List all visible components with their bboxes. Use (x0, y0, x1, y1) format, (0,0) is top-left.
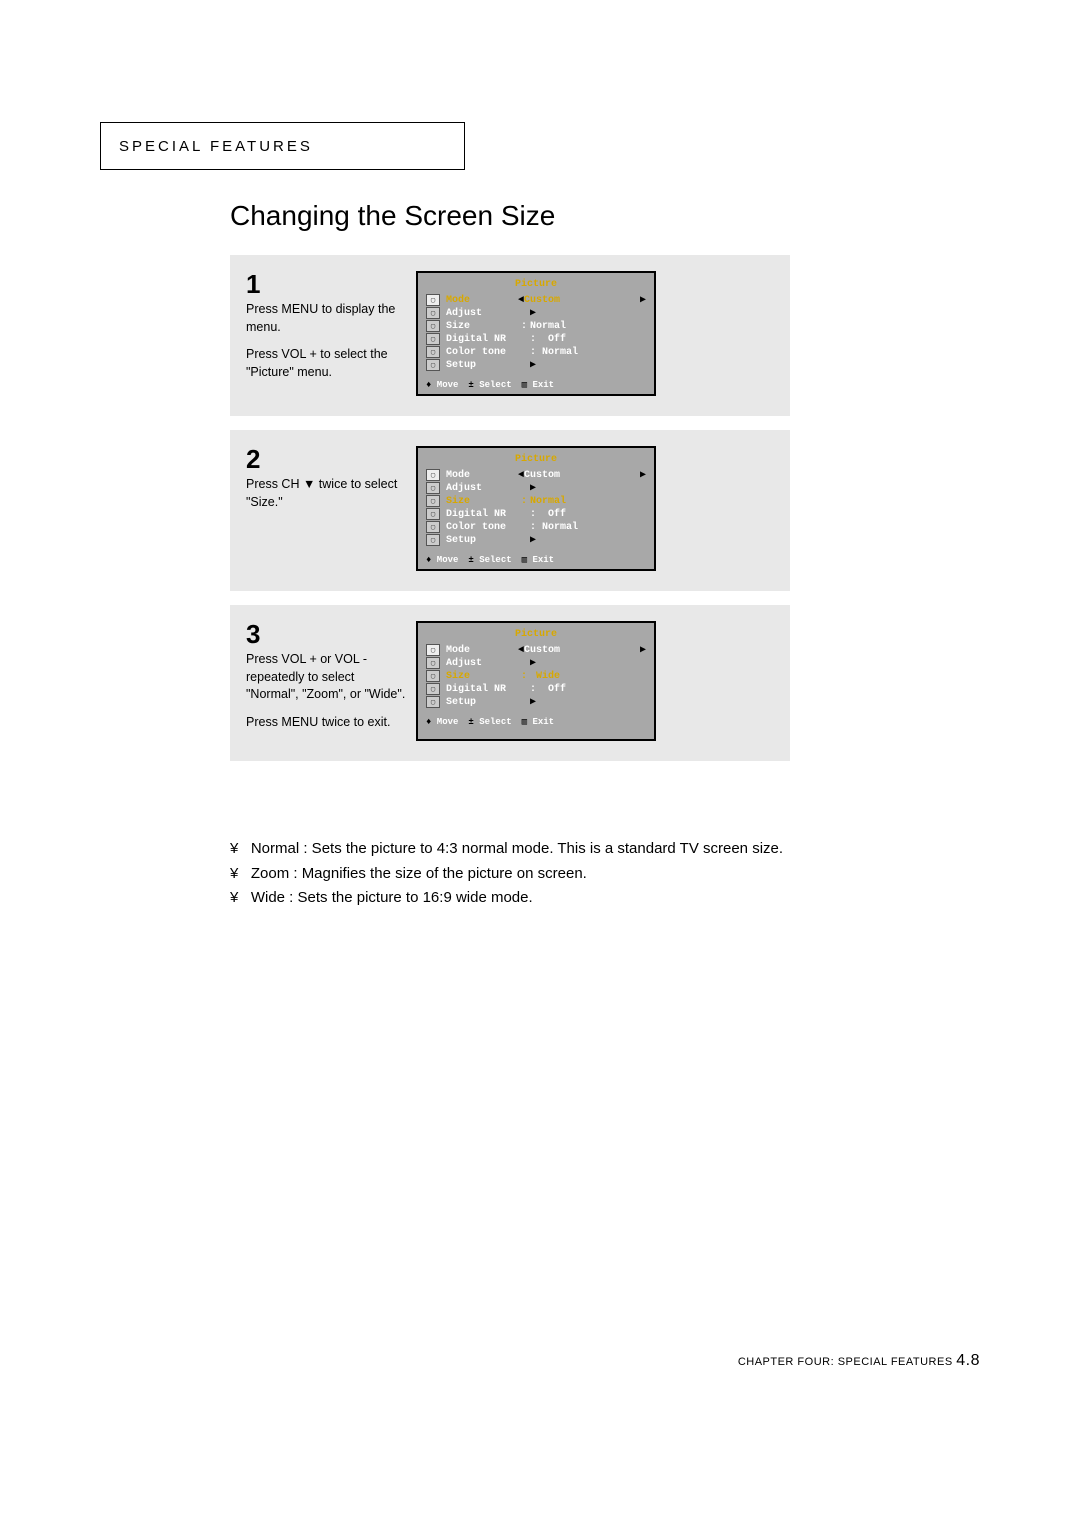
osd-row: Adjust▶ (446, 307, 646, 320)
osd-panel: Picture ▢▢▢▢▢▢ Mode◄ Custom ▶Adjust▶Size… (416, 446, 656, 571)
osd-rows: Mode◄ Custom ▶Adjust▶Size: WideDigital N… (446, 644, 646, 709)
osd-row: Mode◄ Custom ▶ (446, 644, 646, 657)
note-line: ¥ Normal : Sets the picture to 4:3 norma… (230, 838, 783, 861)
osd-category-icon: ▢ (426, 469, 440, 481)
step-block: 3 Press VOL + or VOL - repeatedly to sel… (230, 605, 790, 761)
page-footer: CHAPTER FOUR: SPECIAL FEATURES 4.8 (738, 1352, 980, 1370)
osd-title: Picture (426, 629, 646, 640)
osd-row: Mode◄ Custom ▶ (446, 469, 646, 482)
osd-category-icon: ▢ (426, 521, 440, 533)
note-line: ¥ Zoom : Magnifies the size of the pictu… (230, 863, 783, 886)
step-paragraph: Press MENU to display the menu. (246, 301, 406, 336)
step-block: 1 Press MENU to display the menu. Press V… (230, 255, 790, 416)
page-title: Changing the Screen Size (230, 200, 555, 232)
osd-row: Color tone: Normal (446, 346, 646, 359)
osd-category-icon: ▢ (426, 482, 440, 494)
osd-category-icon: ▢ (426, 534, 440, 546)
osd-row: Digital NR: Off (446, 333, 646, 346)
osd-category-icon: ▢ (426, 320, 440, 332)
page: SPECIAL FEATURES Changing the Screen Siz… (0, 0, 1080, 1528)
osd-category-icon: ▢ (426, 294, 440, 306)
step-paragraph: Press VOL + to select the "Picture" menu… (246, 346, 406, 381)
footer-chapter: CHAPTER FOUR: SPECIAL FEATURES (738, 1356, 953, 1368)
footer-page: 4.8 (956, 1352, 980, 1369)
osd-footer: ♦ Move ± Select ▥ Exit (426, 717, 646, 727)
osd-icon-column: ▢▢▢▢▢▢ (426, 294, 440, 372)
step-paragraph: Press CH ▼ twice to select "Size." (246, 476, 406, 511)
step-block: 2 Press CH ▼ twice to select "Size." Pic… (230, 430, 790, 591)
step-left: 1 Press MENU to display the menu. Press V… (246, 271, 406, 396)
osd-footer: ♦ Move ± Select ▥ Exit (426, 380, 646, 390)
osd-row: Setup▶ (446, 696, 646, 709)
osd-panel: Picture ▢▢▢▢▢ Mode◄ Custom ▶Adjust▶Size:… (416, 621, 656, 741)
step-text: Press MENU to display the menu. Press VOL… (246, 301, 406, 381)
osd-category-icon: ▢ (426, 670, 440, 682)
osd-rows: Mode◄ Custom ▶Adjust▶Size:NormalDigital … (446, 294, 646, 372)
step-text: Press VOL + or VOL - repeatedly to selec… (246, 651, 406, 731)
osd-footer: ♦ Move ± Select ▥ Exit (426, 555, 646, 565)
osd-category-icon: ▢ (426, 359, 440, 371)
osd-category-icon: ▢ (426, 333, 440, 345)
step-number: 2 (246, 446, 406, 472)
step-paragraph: Press MENU twice to exit. (246, 714, 406, 732)
osd-category-icon: ▢ (426, 495, 440, 507)
osd-row: Mode◄ Custom ▶ (446, 294, 646, 307)
osd-title: Picture (426, 279, 646, 290)
osd-row: Adjust▶ (446, 482, 646, 495)
osd-category-icon: ▢ (426, 657, 440, 669)
step-left: 3 Press VOL + or VOL - repeatedly to sel… (246, 621, 406, 741)
osd-row: Size:Normal (446, 320, 646, 333)
note-line: ¥ Wide : Sets the picture to 16:9 wide m… (230, 887, 783, 910)
osd-row: Digital NR: Off (446, 683, 646, 696)
osd-category-icon: ▢ (426, 644, 440, 656)
osd-row: Digital NR: Off (446, 508, 646, 521)
osd-title: Picture (426, 454, 646, 465)
osd-row: Color tone: Normal (446, 521, 646, 534)
osd-category-icon: ▢ (426, 508, 440, 520)
osd-icon-column: ▢▢▢▢▢▢ (426, 469, 440, 547)
osd-category-icon: ▢ (426, 696, 440, 708)
step-number: 1 (246, 271, 406, 297)
osd-row: Adjust▶ (446, 657, 646, 670)
osd-row: Setup▶ (446, 359, 646, 372)
notes-list: ¥ Normal : Sets the picture to 4:3 norma… (230, 838, 783, 912)
osd-row: Size:Normal (446, 495, 646, 508)
osd-category-icon: ▢ (426, 346, 440, 358)
section-header: SPECIAL FEATURES (100, 122, 465, 170)
step-left: 2 Press CH ▼ twice to select "Size." (246, 446, 406, 571)
step-number: 3 (246, 621, 406, 647)
header-text: SPECIAL FEATURES (119, 138, 313, 155)
osd-category-icon: ▢ (426, 307, 440, 319)
osd-panel: Picture ▢▢▢▢▢▢ Mode◄ Custom ▶Adjust▶Size… (416, 271, 656, 396)
step-paragraph: Press VOL + or VOL - repeatedly to selec… (246, 651, 406, 704)
osd-rows: Mode◄ Custom ▶Adjust▶Size:NormalDigital … (446, 469, 646, 547)
osd-category-icon: ▢ (426, 683, 440, 695)
steps-container: 1 Press MENU to display the menu. Press V… (230, 255, 840, 775)
step-text: Press CH ▼ twice to select "Size." (246, 476, 406, 511)
osd-icon-column: ▢▢▢▢▢ (426, 644, 440, 709)
osd-row: Setup▶ (446, 534, 646, 547)
osd-row: Size: Wide (446, 670, 646, 683)
